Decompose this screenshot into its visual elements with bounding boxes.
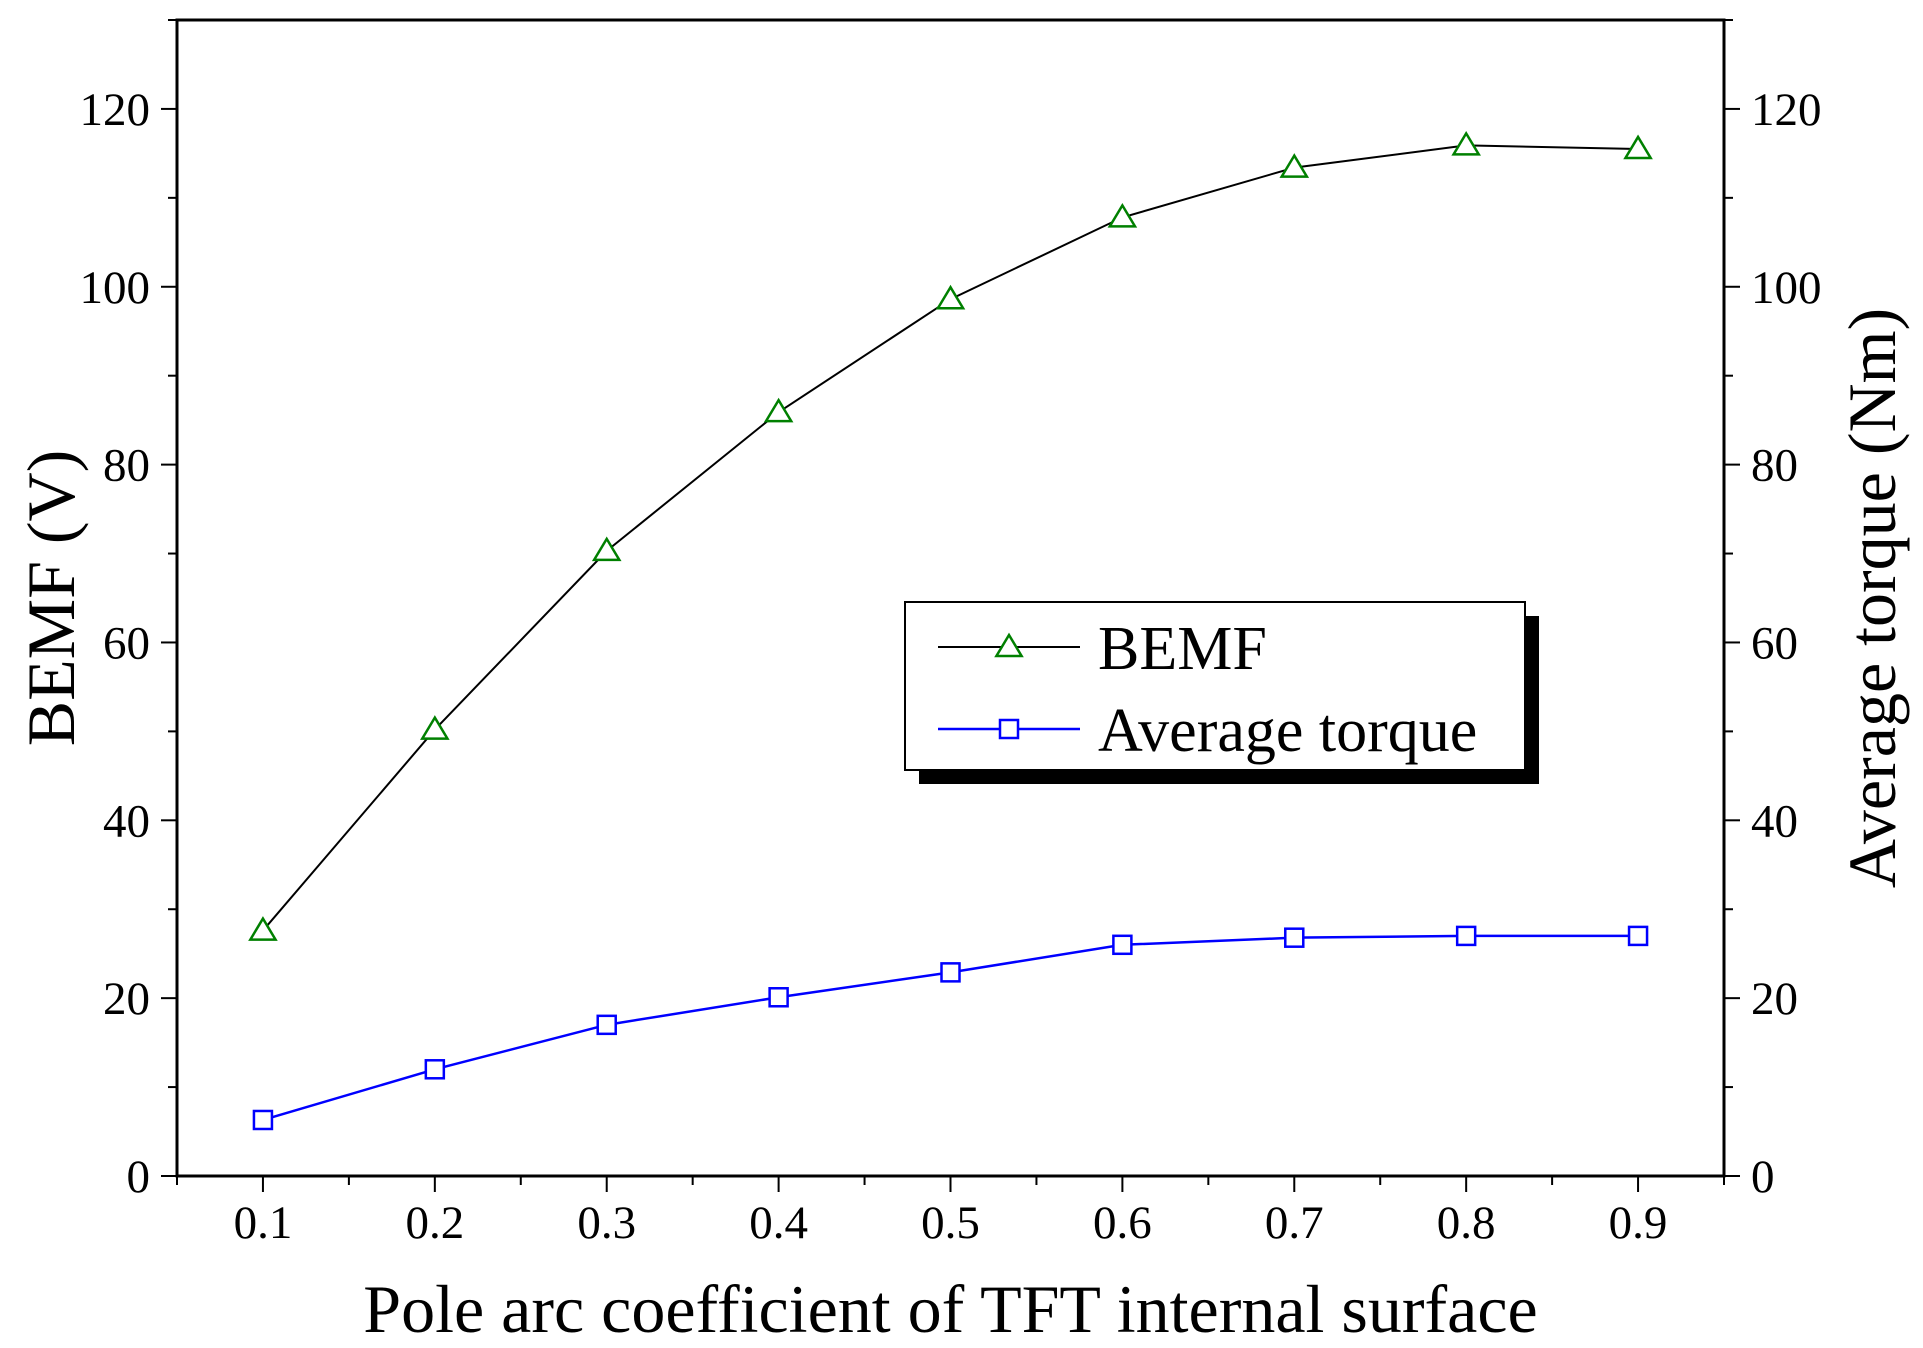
- data-point-bemf: [935, 284, 966, 310]
- y-tick-label: 40: [103, 795, 150, 847]
- y-tick-label: 100: [80, 262, 151, 314]
- x-tick-label: 0.6: [1093, 1197, 1152, 1249]
- data-point-bemf: [248, 916, 278, 941]
- y-tick-label: 0: [127, 1151, 151, 1203]
- data-point-average-torque: [1284, 927, 1305, 948]
- data-point-bemf: [1451, 130, 1481, 156]
- tick-labels: 0.1 0.2 0.3 0.4 0.5 0.6 0.7 0.8 0.9 0 20 40 60 80 100 1…: [80, 84, 1822, 1249]
- series-line-bemf: [262, 144, 1639, 932]
- y2-tick-label: 20: [1751, 973, 1798, 1025]
- data-point-average-torque: [1627, 925, 1649, 947]
- data-point-bemf: [1107, 202, 1138, 228]
- y2-tick-label: 60: [1751, 617, 1798, 669]
- y-tick-label: 120: [80, 84, 151, 136]
- x-tick-label: 0.7: [1265, 1197, 1324, 1249]
- x-tick-label: 0.8: [1437, 1197, 1496, 1249]
- legend-label-bemf: BEMF: [1098, 615, 1267, 683]
- data-point-average-torque: [424, 1059, 446, 1080]
- x-tick-label: 0.2: [405, 1197, 464, 1249]
- data-point-average-torque: [252, 1109, 274, 1131]
- data-point-bemf: [591, 536, 622, 562]
- y2-tick-label: 80: [1751, 440, 1798, 492]
- data-point-bemf: [763, 397, 794, 423]
- data-point-bemf: [420, 715, 450, 740]
- data-point-average-torque: [768, 987, 789, 1008]
- plot-frame: [175, 18, 1726, 1178]
- y2-tick-label: 120: [1751, 84, 1822, 136]
- axis-ticks: [161, 19, 1740, 1192]
- data-point-bemf: [1623, 134, 1653, 160]
- y2-axis-title: Average torque (Nm): [1834, 308, 1910, 888]
- x-tick-label: 0.4: [749, 1197, 808, 1249]
- y2-tick-label: 0: [1751, 1151, 1775, 1203]
- y-tick-label: 20: [103, 973, 150, 1025]
- x-tick-label: 0.3: [577, 1197, 636, 1249]
- x-tick-label: 0.5: [921, 1197, 980, 1249]
- data-point-average-torque: [1455, 925, 1477, 947]
- data-point-average-torque: [596, 1014, 617, 1036]
- legend-marker-bemf: [994, 632, 1024, 658]
- legend-label-average-torque: Average torque: [1098, 697, 1477, 765]
- legend: BEMF Average torque: [904, 601, 1539, 784]
- x-tick-label: 0.9: [1609, 1197, 1668, 1249]
- y-tick-label: 80: [103, 440, 150, 492]
- y-tick-label: 60: [103, 617, 150, 669]
- x-axis-title: Pole arc coefficient of TFT internal sur…: [363, 1271, 1537, 1347]
- y2-tick-label: 40: [1751, 795, 1798, 847]
- data-point-average-torque: [940, 962, 961, 983]
- y-axis-title: BEMF (V): [13, 450, 89, 747]
- legend-marker-average-torque: [998, 718, 1020, 740]
- legend-box: [904, 601, 1526, 771]
- y2-tick-label: 100: [1751, 262, 1822, 314]
- data-point-average-torque: [1112, 934, 1133, 956]
- series-layer: [248, 130, 1653, 1131]
- data-point-bemf: [1279, 153, 1310, 178]
- x-tick-label: 0.1: [234, 1197, 293, 1249]
